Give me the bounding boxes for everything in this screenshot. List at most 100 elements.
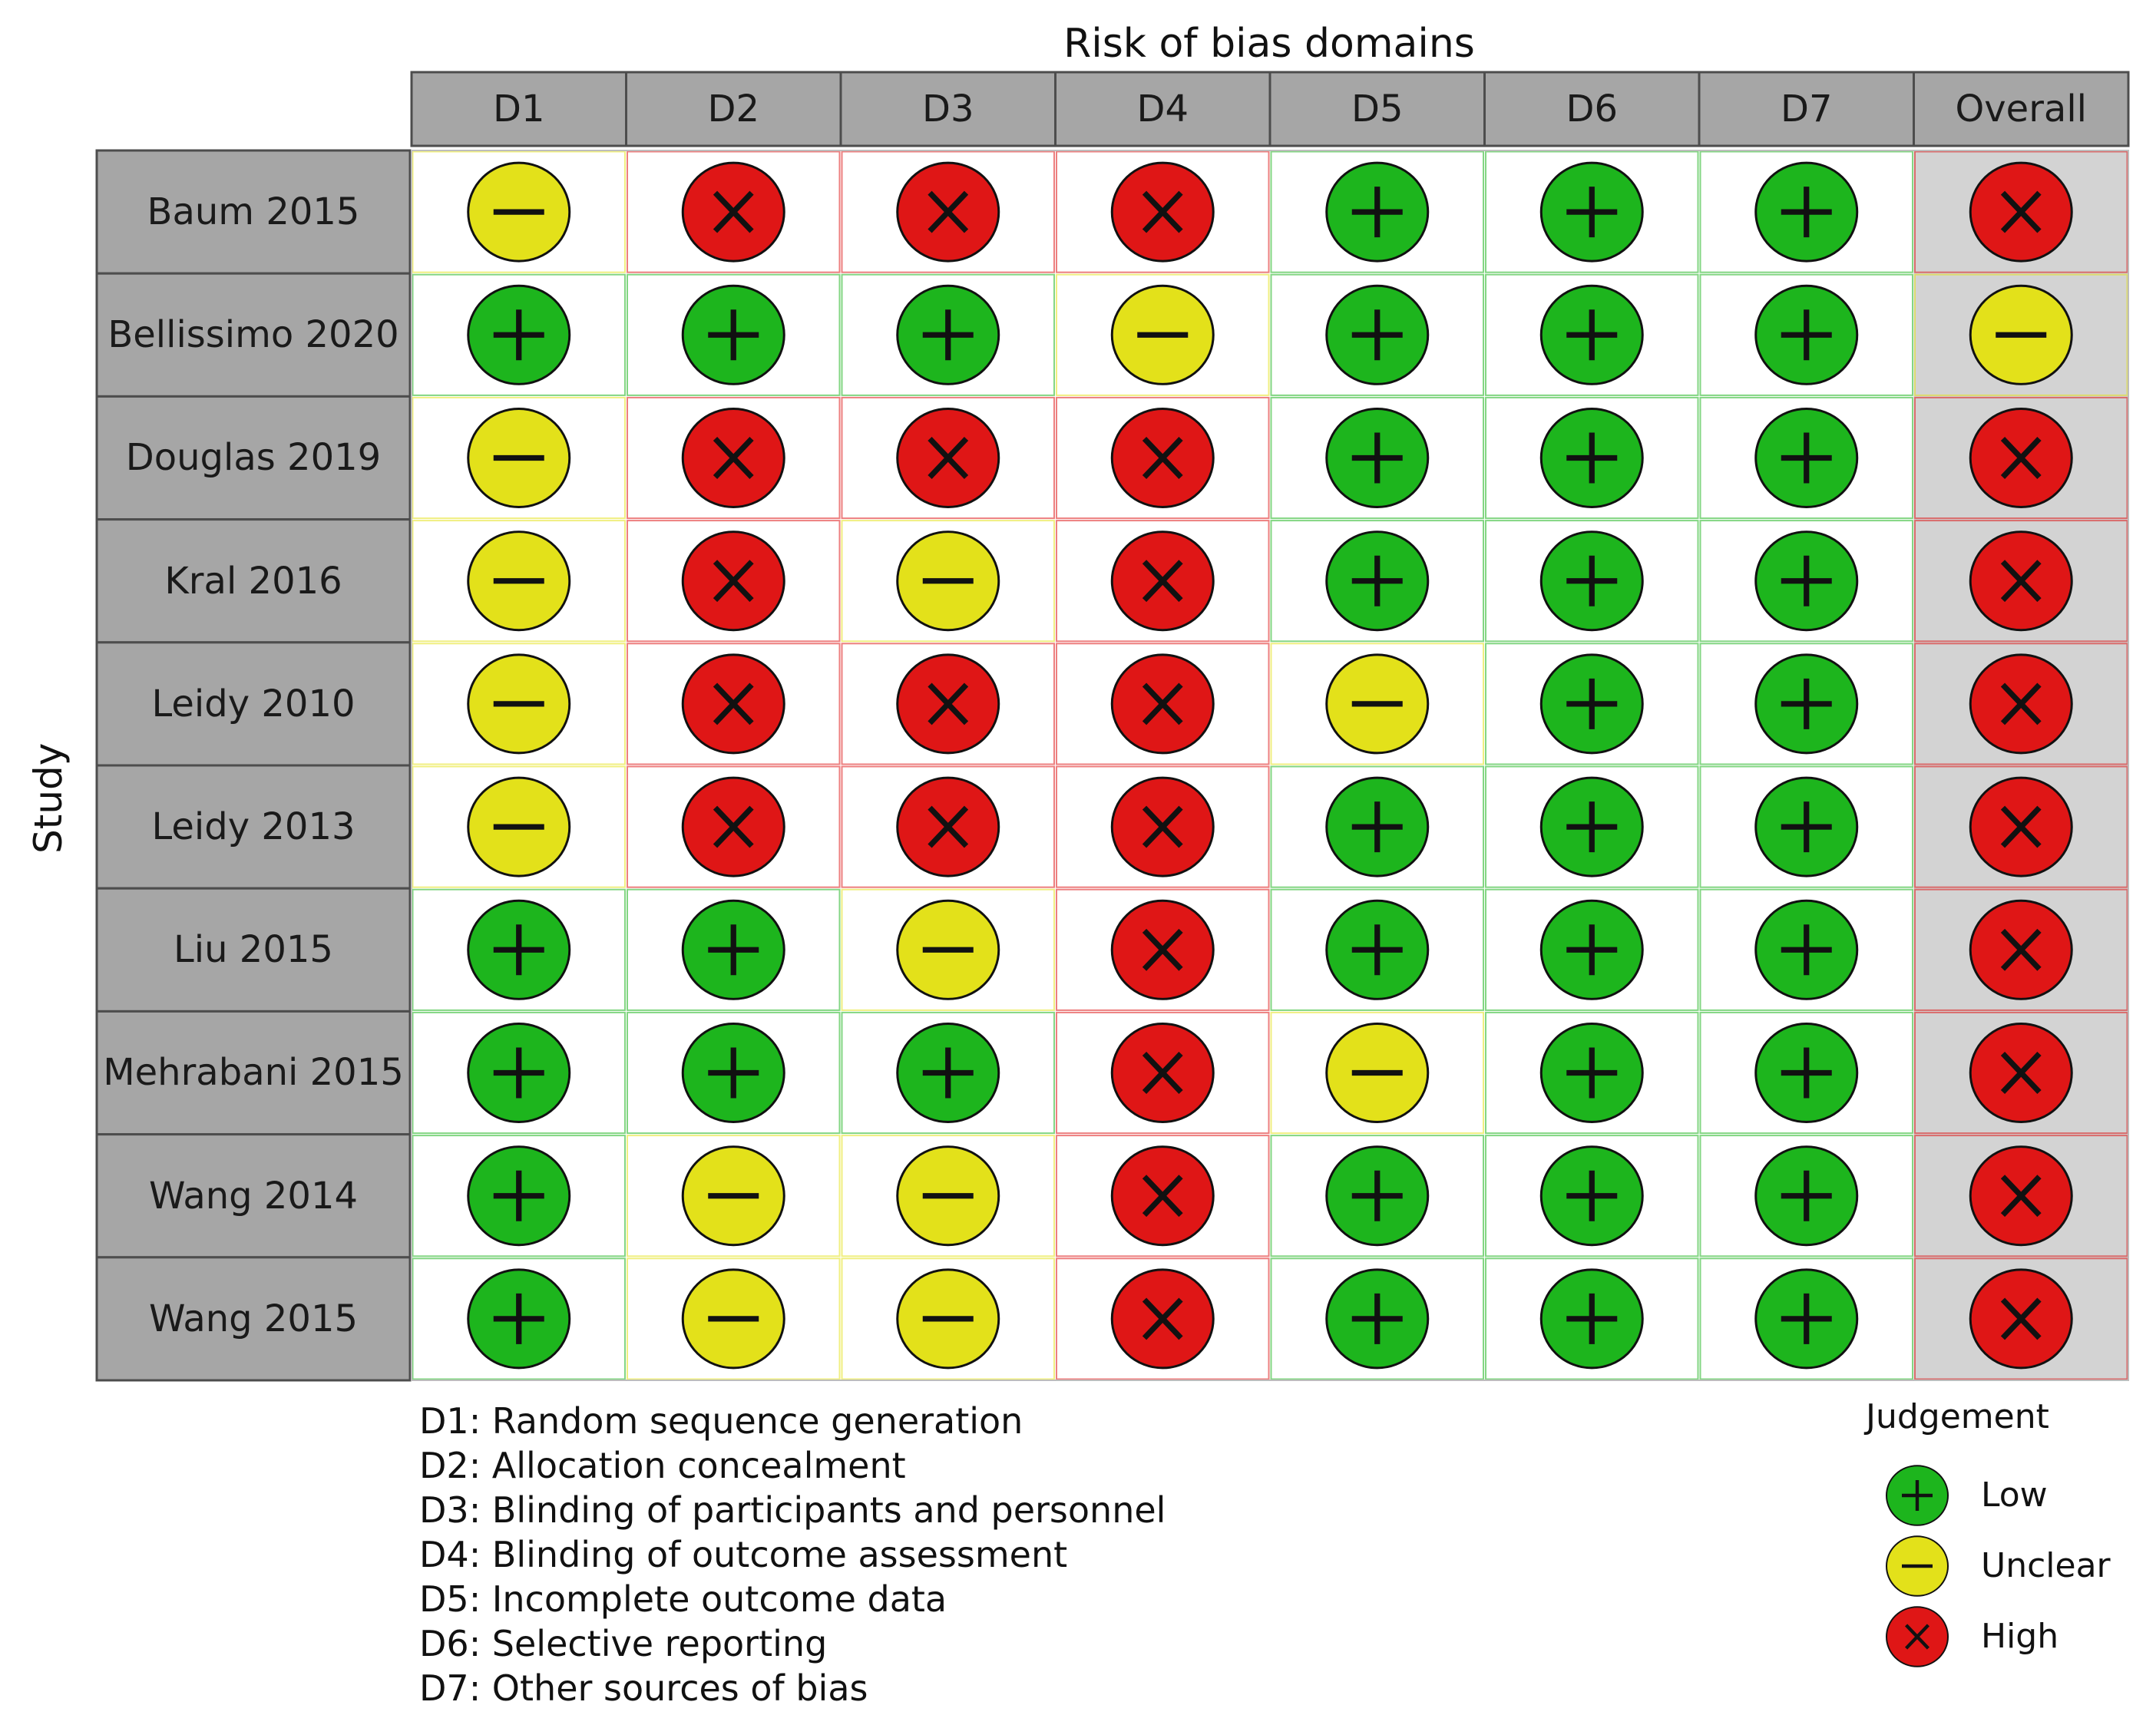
cell-border xyxy=(1270,1135,1484,1257)
cell-border xyxy=(841,888,1055,1011)
cell-border xyxy=(1914,396,2128,520)
cell-border xyxy=(627,520,841,643)
plus-icon-mark xyxy=(1539,407,1644,509)
cell-border xyxy=(1914,1257,2128,1380)
grid-frame xyxy=(411,150,2129,1381)
study-label: Kral 2016 xyxy=(164,559,342,603)
legend-item-high: High xyxy=(1866,1606,2150,1667)
row-header-cell xyxy=(95,1256,412,1382)
cell-border xyxy=(1914,643,2128,765)
plus-icon-mark xyxy=(1754,1022,1859,1124)
minus-icon-mark xyxy=(1325,1022,1430,1124)
minus-icon-mark xyxy=(467,776,571,877)
column-header-cell xyxy=(839,71,1057,147)
cell-border xyxy=(1699,765,1913,888)
plus-icon-mark xyxy=(1539,776,1644,877)
cell-border xyxy=(1485,643,1699,765)
row-header-cell xyxy=(95,1010,412,1136)
plus-icon-mark xyxy=(1754,776,1859,877)
domain-description: D6: Selective reporting xyxy=(419,1623,828,1664)
domain-description: D3: Blinding of participants and personn… xyxy=(419,1489,1166,1531)
cross-icon-mark xyxy=(1110,1022,1215,1124)
cell-border xyxy=(841,765,1055,888)
cell-border xyxy=(841,1011,1055,1135)
cell-border xyxy=(1485,150,1699,273)
cross-icon-mark xyxy=(1969,1022,2073,1124)
cell-border xyxy=(412,1135,626,1257)
cell-border xyxy=(1270,150,1484,273)
cross-icon-mark xyxy=(681,653,785,755)
cross-icon-mark xyxy=(1110,899,1215,1000)
cell-border xyxy=(1270,765,1484,888)
plus-icon-mark xyxy=(681,284,785,385)
domain-description: D2: Allocation concealment xyxy=(419,1445,906,1486)
cell-border xyxy=(841,520,1055,643)
domain-description: D7: Other sources of bias xyxy=(419,1667,868,1709)
cross-icon-mark xyxy=(1110,653,1215,755)
cell-border xyxy=(1914,520,2128,643)
plus-icon-mark xyxy=(896,284,1000,385)
plus-icon-mark xyxy=(681,1022,785,1124)
study-label: Bellissimo 2020 xyxy=(107,313,399,357)
cell-border xyxy=(1699,643,1913,765)
plus-icon-mark xyxy=(1539,653,1644,755)
minus-icon-mark xyxy=(467,161,571,263)
plus-icon-mark xyxy=(1325,284,1430,385)
plus-icon-mark xyxy=(1754,284,1859,385)
cross-icon-mark xyxy=(681,161,785,263)
cell-border xyxy=(1056,150,1270,273)
minus-icon-mark xyxy=(896,1145,1000,1247)
minus-icon-mark xyxy=(1110,284,1215,385)
column-header-d7: D7 xyxy=(1781,88,1833,131)
cross-icon-mark xyxy=(1110,776,1215,877)
study-label: Baum 2015 xyxy=(147,190,360,234)
column-header-d5: D5 xyxy=(1351,88,1404,131)
cell-border xyxy=(627,396,841,520)
plus-icon-mark xyxy=(1539,1022,1644,1124)
minus-icon-mark xyxy=(681,1145,785,1247)
minus-icon-mark xyxy=(1969,284,2073,385)
cross-icon-mark xyxy=(1110,530,1215,632)
cell-border xyxy=(1485,1257,1699,1380)
chart-title: Risk of bias domains xyxy=(1063,21,1475,67)
legend-item-unclear: Unclear xyxy=(1866,1535,2150,1597)
cell-border xyxy=(1914,1135,2128,1257)
study-label: Douglas 2019 xyxy=(125,436,382,480)
legend-unclear-icon xyxy=(1886,1535,1949,1597)
plus-icon-mark xyxy=(1539,161,1644,263)
minus-icon-mark xyxy=(681,1268,785,1370)
row-header-cell xyxy=(95,272,412,398)
cell-border xyxy=(627,1257,841,1380)
cross-icon-mark xyxy=(1969,653,2073,755)
cell-border xyxy=(841,1135,1055,1257)
cell-border xyxy=(1270,1011,1484,1135)
cell-border xyxy=(412,1011,626,1135)
cell-border xyxy=(1485,396,1699,520)
plus-icon-mark xyxy=(1539,284,1644,385)
cell-border xyxy=(1056,396,1270,520)
legend-label: High xyxy=(1981,1617,2059,1656)
cell-border xyxy=(627,150,841,273)
cross-icon-mark xyxy=(1886,1606,1949,1667)
cell-border xyxy=(627,1011,841,1135)
cross-icon-mark xyxy=(896,161,1000,263)
domain-descriptions: D1: Random sequence generation D2: Alloc… xyxy=(419,1399,1166,1710)
column-header-d4: D4 xyxy=(1136,88,1189,131)
plus-icon-mark xyxy=(1754,1268,1859,1370)
study-label: Mehrabani 2015 xyxy=(103,1051,404,1095)
cross-icon-mark xyxy=(1110,407,1215,509)
cell-border xyxy=(627,888,841,1011)
plus-icon-mark xyxy=(1754,899,1859,1000)
cell-border xyxy=(412,150,626,273)
cell-border xyxy=(1056,1135,1270,1257)
study-label: Liu 2015 xyxy=(174,928,333,972)
plus-icon-mark xyxy=(467,1268,571,1370)
cross-icon-mark xyxy=(896,653,1000,755)
plus-icon-mark xyxy=(1325,1268,1430,1370)
domain-description: D1: Random sequence generation xyxy=(419,1400,1023,1442)
legend-high-icon xyxy=(1886,1606,1949,1667)
cell-border xyxy=(1914,150,2128,273)
minus-icon-mark xyxy=(467,530,571,632)
cell-border xyxy=(1270,520,1484,643)
cross-icon-mark xyxy=(1969,530,2073,632)
